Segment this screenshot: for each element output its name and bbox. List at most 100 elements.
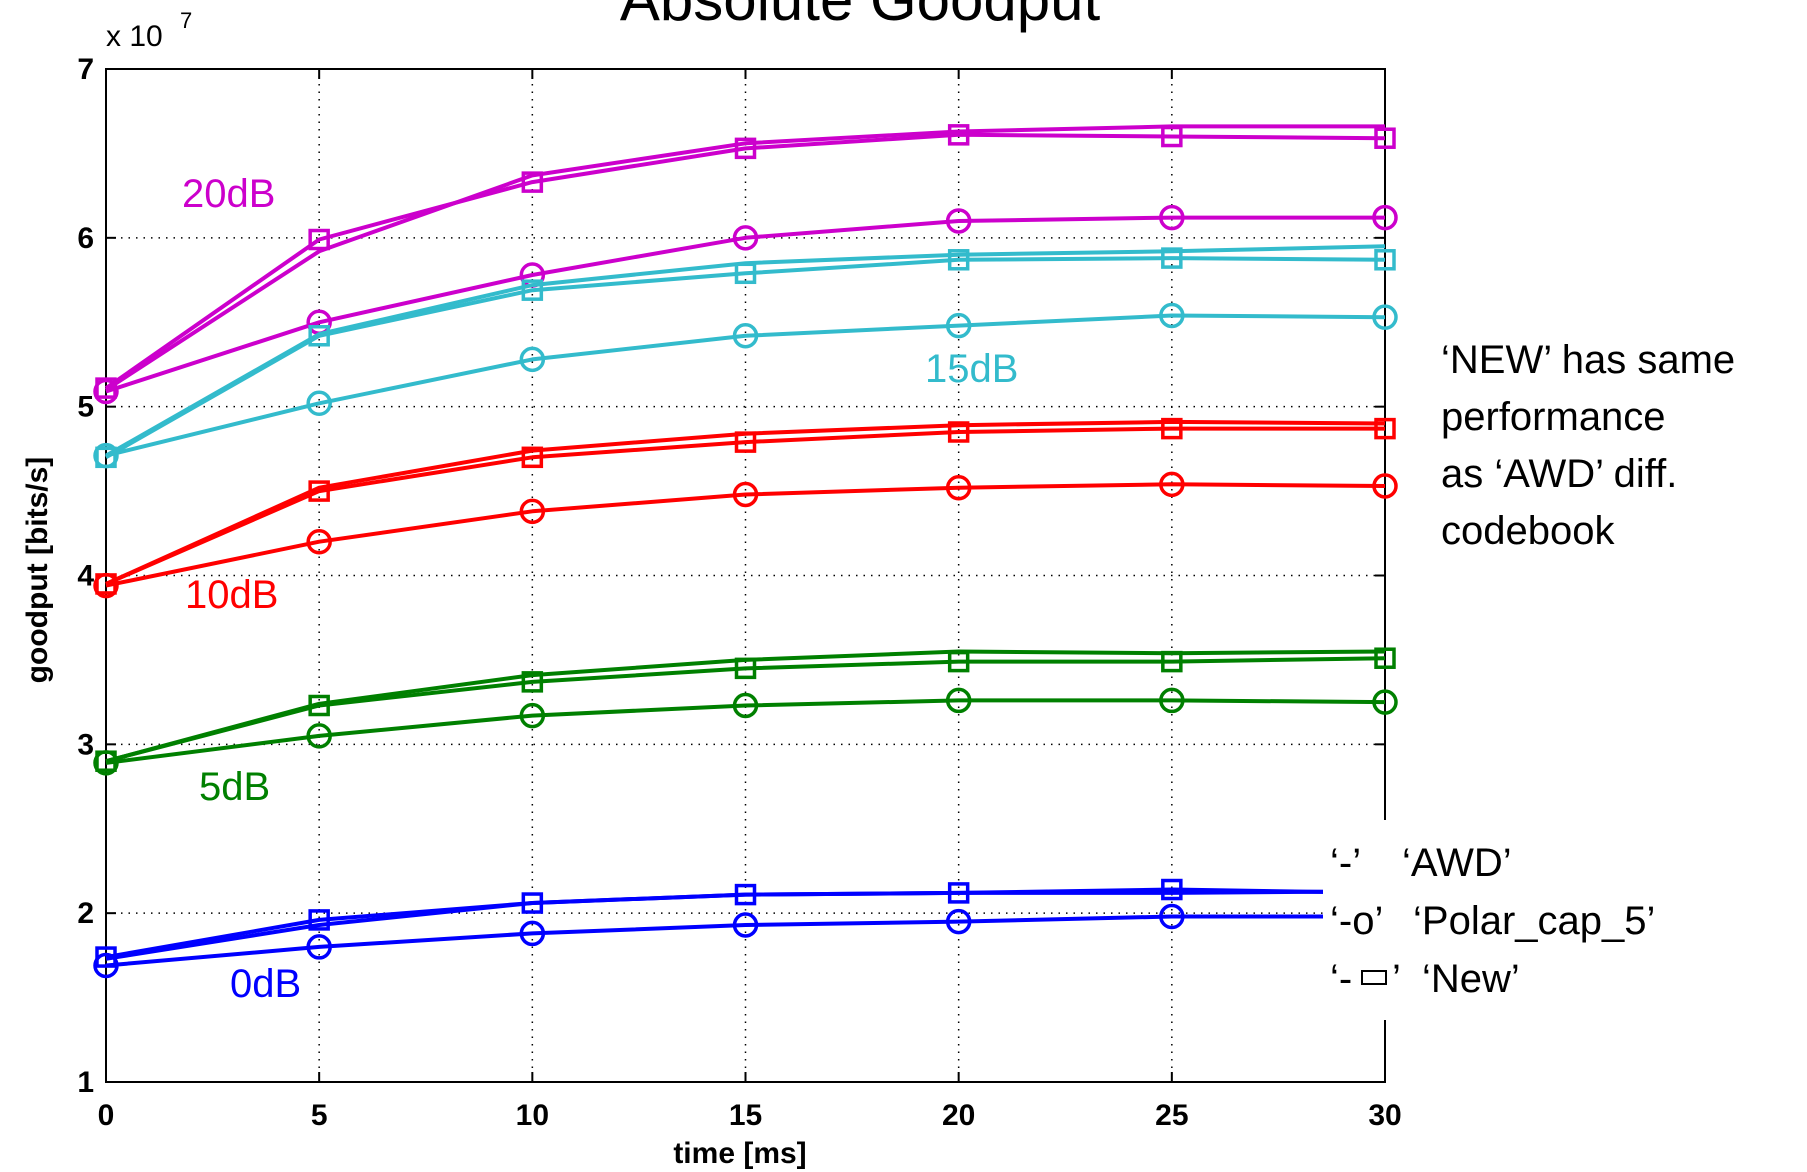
point-square-20db [1374, 127, 1396, 149]
series-line-0db-square [105, 887, 1386, 960]
point-square-15db [947, 249, 970, 271]
group-label-20db: 20dB [182, 172, 275, 216]
point-square-0db [521, 892, 544, 914]
point-square-15db [95, 446, 117, 469]
note-line-3: as ‘AWD’ diff. [1441, 452, 1677, 496]
point-square-20db [1161, 125, 1183, 148]
legend-marker-polar: ‘-o’ [1330, 899, 1383, 943]
point-square-10db [947, 421, 970, 443]
point-square-20db [95, 377, 117, 399]
point-circle-10db [732, 481, 759, 508]
point-circle-5db [519, 702, 546, 729]
series-line-10db-square [105, 426, 1385, 586]
point-circle-15db [732, 323, 759, 349]
point-square-20db [521, 171, 544, 193]
point-circle-10db [1159, 471, 1185, 498]
point-square-20db [947, 124, 970, 146]
point-circle-15db [519, 346, 546, 373]
tick-labels: 0 5 10 15 20 25 30 1 2 3 4 5 6 7 [77, 53, 1401, 1132]
y-tick-label: 3 [77, 728, 94, 761]
legend-marker-awd: ‘-’ [1330, 841, 1361, 885]
point-square-0db [95, 946, 117, 968]
point-square-5db [1374, 647, 1396, 669]
y-tick-label: 7 [77, 53, 94, 86]
grid-lines [106, 69, 1385, 1082]
point-square-5db [521, 671, 544, 693]
y-axis-label: goodput [bits/s] [21, 457, 54, 684]
point-circle-15db [1372, 304, 1398, 330]
note-line-2: performance [1441, 395, 1666, 439]
point-square-15db [1161, 247, 1183, 269]
point-square-5db [734, 657, 757, 680]
group-label-5db: 5dB [199, 765, 270, 809]
point-circle-0db [732, 912, 759, 938]
point-square-20db [308, 228, 330, 251]
point-circle-5db [1372, 689, 1398, 715]
point-circle-20db [732, 225, 759, 251]
point-square-10db [95, 573, 117, 595]
legend-marker-new-left: ‘- [1330, 957, 1352, 1001]
legend-label-new: ‘New’ [1422, 957, 1520, 1001]
y-tick-label: 6 [77, 222, 94, 255]
point-circle-20db [945, 208, 972, 234]
point-circle-0db [306, 934, 332, 960]
point-square-0db [947, 882, 970, 904]
legend-label-awd: ‘AWD’ [1402, 841, 1512, 885]
legend-background [1323, 820, 1803, 1020]
point-square-0db [734, 883, 757, 906]
group-label-10db: 10dB [185, 573, 278, 617]
point-square-5db [95, 750, 117, 772]
series-line-10db-circle [105, 482, 1386, 588]
point-circle-5db [945, 687, 972, 714]
series-line-20db-square [104, 132, 1386, 390]
point-circle-15db [306, 390, 332, 417]
y-tick-label: 2 [77, 897, 94, 930]
point-circle-5db [732, 692, 759, 719]
x-tick-label: 25 [1155, 1099, 1188, 1132]
point-circle-10db [519, 498, 546, 525]
point-square-15db [308, 325, 330, 347]
legend-label-polar: ‘Polar_cap_5’ [1413, 899, 1655, 943]
point-circle-20db [1159, 204, 1185, 231]
y-multiplier-base: x 10 [106, 20, 163, 53]
point-circle-5db [306, 723, 332, 749]
x-axis-label: time [ms] [673, 1137, 806, 1170]
group-label-0db: 0dB [230, 962, 301, 1006]
point-circle-10db [1372, 473, 1398, 499]
x-tick-label: 20 [942, 1099, 975, 1132]
series-line-0db-circle [105, 914, 1385, 968]
point-square-0db [1161, 878, 1183, 901]
point-square-10db [521, 446, 544, 469]
point-circle-0db [93, 952, 119, 979]
x-tick-label: 0 [98, 1099, 115, 1132]
series-line-20db-circle [105, 215, 1385, 394]
point-square-5db [308, 694, 330, 717]
y-multiplier-exponent: 7 [180, 8, 192, 33]
point-square-15db [521, 279, 544, 301]
point-square-15db [734, 262, 757, 285]
point-square-5db [947, 650, 970, 673]
point-circle-5db [1159, 687, 1185, 714]
note-line-4: codebook [1441, 509, 1615, 553]
legend-marker-new-right: ’ [1392, 957, 1401, 1001]
x-tick-label: 30 [1368, 1099, 1401, 1132]
point-square-10db [1374, 417, 1396, 440]
series-layer [93, 124, 1398, 979]
point-square-15db [1374, 249, 1396, 271]
legend: ‘-’ ‘AWD’ ‘-o’ ‘Polar_cap_5’ ‘- ’ ‘New’ [1323, 820, 1803, 1020]
x-tick-label: 15 [729, 1099, 762, 1132]
point-circle-20db [1372, 204, 1398, 231]
note-line-1: ‘NEW’ has same [1441, 338, 1735, 382]
point-square-0db [308, 909, 330, 931]
point-circle-10db [945, 474, 972, 501]
point-square-5db [1161, 650, 1183, 673]
annotation-note: ‘NEW’ has same performance as ‘AWD’ diff… [1441, 338, 1735, 553]
point-circle-0db [945, 908, 972, 935]
x-tick-label: 5 [311, 1099, 328, 1132]
point-circle-15db [945, 312, 972, 339]
y-tick-label: 1 [77, 1066, 94, 1099]
point-circle-15db [1159, 302, 1185, 329]
point-square-10db [308, 480, 330, 502]
point-square-10db [1161, 417, 1183, 440]
